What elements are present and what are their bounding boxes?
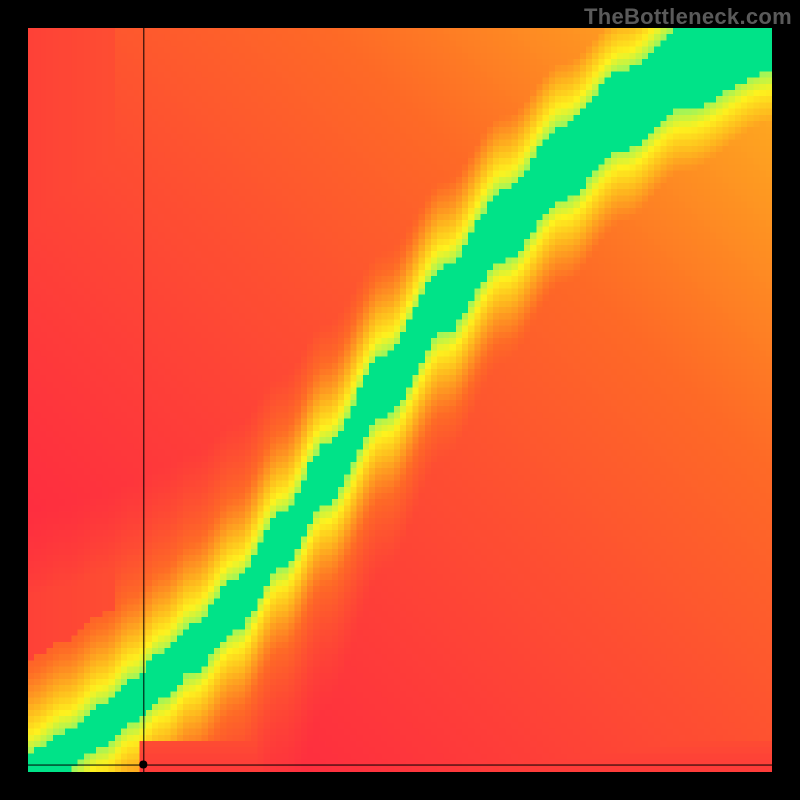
watermark-text: TheBottleneck.com [584, 4, 792, 30]
chart-container: TheBottleneck.com [0, 0, 800, 800]
crosshair-overlay [0, 0, 800, 800]
